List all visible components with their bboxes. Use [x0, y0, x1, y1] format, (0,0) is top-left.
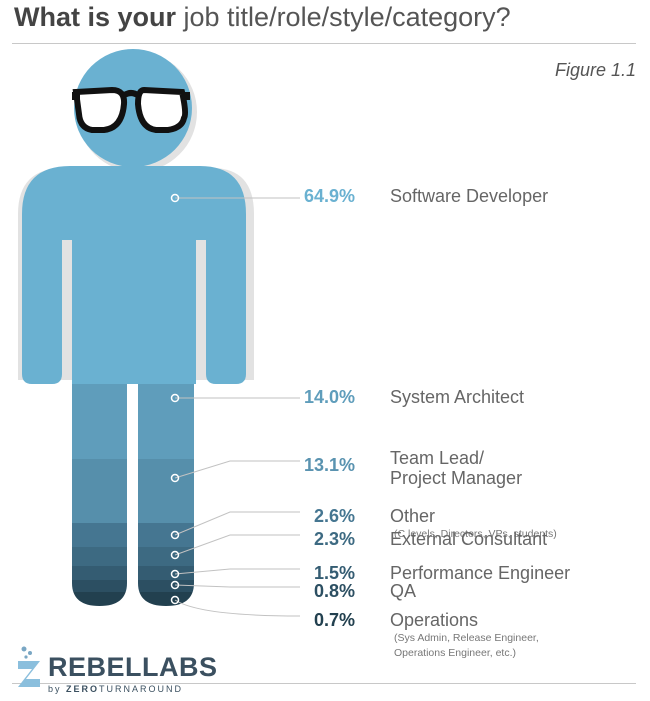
glasses-left-lens: [72, 86, 128, 133]
logo-tagline-prefix: by: [48, 684, 67, 694]
leader-line-4: [174, 534, 300, 556]
data-label-pct-5: 1.5%: [314, 563, 355, 583]
leader-line-3: [174, 511, 300, 536]
data-point-5: [170, 569, 180, 579]
category-label-2-0: Team Lead/: [390, 448, 484, 468]
torso: [22, 166, 246, 384]
data-point-2: [170, 473, 180, 483]
category-note-7-0: (Sys Admin, Release Engineer,: [394, 632, 539, 644]
logo-tagline-zero: ZERO: [66, 684, 100, 694]
leg-band-7: [72, 592, 194, 606]
leg-band-4: [72, 547, 194, 566]
category-label-7-0: Operations: [390, 610, 478, 630]
data-label-pct-7: 0.7%: [314, 610, 355, 630]
category-note-7-1: Operations Engineer, etc.): [394, 647, 516, 659]
category-note-3-0: (C levels, Directors, VPs, students): [394, 528, 557, 540]
data-label-pct-2: 13.1%: [304, 455, 355, 475]
figure-label: Figure 1.1: [554, 60, 636, 80]
logo-tagline: by ZEROTURNAROUND: [48, 684, 183, 694]
glasses-bridge: [121, 90, 141, 99]
top-divider: [12, 43, 636, 44]
data-point-4: [170, 550, 180, 560]
leader-line-6: [174, 584, 300, 588]
data-point-0: [170, 193, 180, 203]
data-label-pct-1: 14.0%: [304, 387, 355, 407]
data-label-pct-6: 0.8%: [314, 581, 355, 601]
logo-tagline-rest: TURNAROUND: [99, 684, 184, 694]
legs-group: [72, 380, 194, 606]
category-label-3-0: Other: [390, 506, 435, 526]
data-point-6: [170, 580, 180, 590]
data-label-pct-4: 2.3%: [314, 529, 355, 549]
leader-line-5: [174, 568, 300, 575]
head: [74, 49, 192, 167]
logo-wordmark: REBELLABS: [48, 652, 218, 682]
category-label-6-0: QA: [390, 581, 416, 601]
leg-band-3: [72, 523, 194, 547]
leg-band-2: [72, 459, 194, 523]
glasses-left-hinge: [72, 92, 80, 100]
rebellabs-logo: REBELLABS by ZEROTURNAROUND: [14, 643, 217, 695]
category-label-4-0: External Consultant: [390, 529, 547, 549]
leader-line-2: [174, 460, 300, 479]
category-label-2-1: Project Manager: [390, 468, 522, 488]
leader-line-7: [174, 599, 301, 617]
leg-band-6: [72, 580, 194, 592]
bottom-divider: [12, 683, 636, 684]
data-label-pct-0: 64.9%: [304, 186, 355, 206]
title-bold: What is your: [14, 2, 177, 32]
rebellabs-logo-icon: [18, 646, 40, 687]
category-label-0-0: Software Developer: [390, 186, 548, 206]
data-point-3: [170, 530, 180, 540]
category-label-1-0: System Architect: [390, 387, 524, 407]
category-label-5-0: Performance Engineer: [390, 563, 570, 583]
glasses-right-lens: [134, 86, 189, 133]
page-title: What is your job title/role/style/catego…: [14, 2, 511, 33]
leg-band-1: [72, 380, 194, 459]
data-point-7: [170, 595, 180, 605]
title-rest: job title/role/style/category?: [176, 2, 511, 32]
data-label-pct-3: 2.6%: [314, 506, 355, 526]
glasses-right-hinge: [182, 92, 190, 100]
data-point-1: [170, 393, 180, 403]
